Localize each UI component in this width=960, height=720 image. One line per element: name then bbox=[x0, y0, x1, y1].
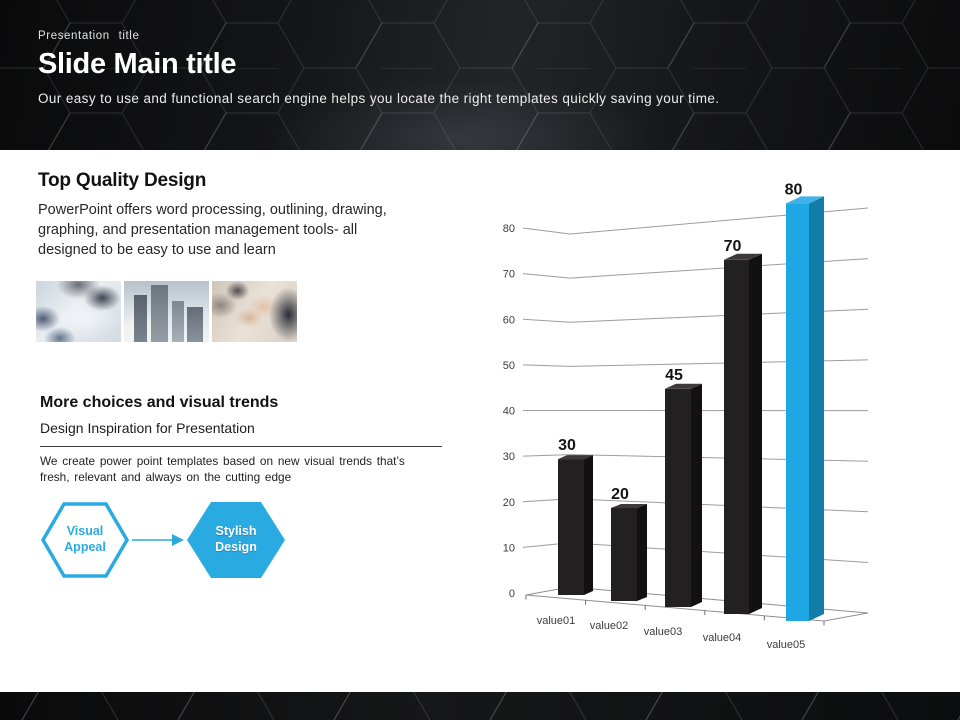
chart-gridline bbox=[522, 308, 869, 323]
section-subheading-more-choices: Design Inspiration for Presentation bbox=[40, 420, 255, 436]
arrowhead-icon bbox=[172, 534, 184, 546]
chart-bar-side bbox=[637, 504, 647, 601]
chart-bar bbox=[611, 508, 637, 601]
chart-category-label: value02 bbox=[590, 620, 629, 632]
slide-main-title: Slide Main title bbox=[38, 48, 237, 80]
chart-data-label: 45 bbox=[665, 367, 683, 384]
photo-strip bbox=[36, 281, 297, 342]
chart-ytick-label: 50 bbox=[503, 360, 515, 372]
chart-gridline bbox=[522, 207, 869, 235]
chart-bar-side bbox=[584, 455, 593, 595]
chart-bar-top bbox=[724, 253, 762, 260]
target-hexagon-label: Stylish Design bbox=[215, 524, 257, 554]
chart-bar bbox=[724, 259, 749, 614]
presentation-title-label: Presentation title bbox=[38, 30, 140, 42]
chart-gridline bbox=[522, 258, 869, 279]
chart-bar-top bbox=[611, 504, 647, 508]
footer-band bbox=[0, 692, 960, 720]
chart-gridline bbox=[522, 359, 869, 367]
bar-chart: 0 10 20 30 40 50 60 70 80 30 value01 20 value02 45 val… bbox=[503, 181, 869, 651]
chart-bar-side bbox=[691, 383, 702, 607]
chart-category-label: value01 bbox=[537, 615, 576, 627]
photo-city-skyline bbox=[124, 281, 209, 342]
section-body-more-choices: We create power point templates based on… bbox=[40, 454, 405, 484]
section-heading-more-choices: More choices and visual trends bbox=[40, 394, 279, 411]
hex-pattern-footer bbox=[0, 692, 960, 720]
chart-ytick-label: 80 bbox=[503, 223, 515, 235]
photo-applause bbox=[212, 281, 297, 342]
hex-pattern-header bbox=[0, 0, 960, 150]
chart-data-label: 80 bbox=[785, 181, 803, 198]
slide-subtitle: Our easy to use and functional search en… bbox=[38, 91, 720, 106]
chart-ytick-label: 20 bbox=[503, 497, 515, 509]
hexagon-diagram: Visual Appeal Stylish Design bbox=[36, 497, 296, 585]
chart-category-label: value04 bbox=[703, 632, 742, 644]
chart-bar bbox=[665, 388, 691, 607]
chart-bar-top-highlight bbox=[786, 196, 824, 204]
header-text-block: Presentation title Slide Main title Our … bbox=[38, 30, 719, 106]
target-hexagon bbox=[187, 502, 285, 578]
chart-gridline bbox=[522, 454, 869, 462]
chart-data-label: 20 bbox=[611, 486, 629, 503]
header-glow bbox=[180, 40, 740, 150]
chart-ytick-label: 70 bbox=[503, 269, 515, 281]
chart-data-label: 70 bbox=[724, 238, 742, 255]
chart-bar-side bbox=[749, 253, 762, 615]
chart-data-label: 30 bbox=[558, 437, 576, 454]
section-heading-top-quality: Top Quality Design bbox=[38, 170, 207, 191]
chart-category-label: value03 bbox=[644, 626, 683, 638]
chart-bar bbox=[558, 459, 584, 595]
chart-bar-top bbox=[665, 383, 702, 389]
divider-line bbox=[40, 446, 442, 447]
chart-ytick-label: 60 bbox=[503, 314, 515, 326]
section-body-top-quality: PowerPoint offers word processing, outli… bbox=[38, 202, 387, 258]
source-hexagon bbox=[40, 502, 130, 578]
source-hexagon-label: Visual Appeal bbox=[64, 524, 106, 554]
hexagon-diagram-shapes bbox=[40, 502, 285, 578]
chart-ytick-label: 0 bbox=[509, 588, 515, 600]
chart-ytick-label: 10 bbox=[503, 542, 515, 554]
chart-bar-side-highlight bbox=[809, 196, 824, 621]
chart-bar-highlight bbox=[786, 203, 809, 621]
chart-bar-top bbox=[558, 455, 593, 460]
chart-ytick-label: 30 bbox=[503, 451, 515, 463]
photo-business-meeting bbox=[36, 281, 121, 342]
header-band: Presentation title Slide Main title Our … bbox=[0, 0, 960, 150]
chart-ytick-label: 40 bbox=[503, 406, 515, 418]
chart-category-label: value05 bbox=[767, 639, 806, 651]
